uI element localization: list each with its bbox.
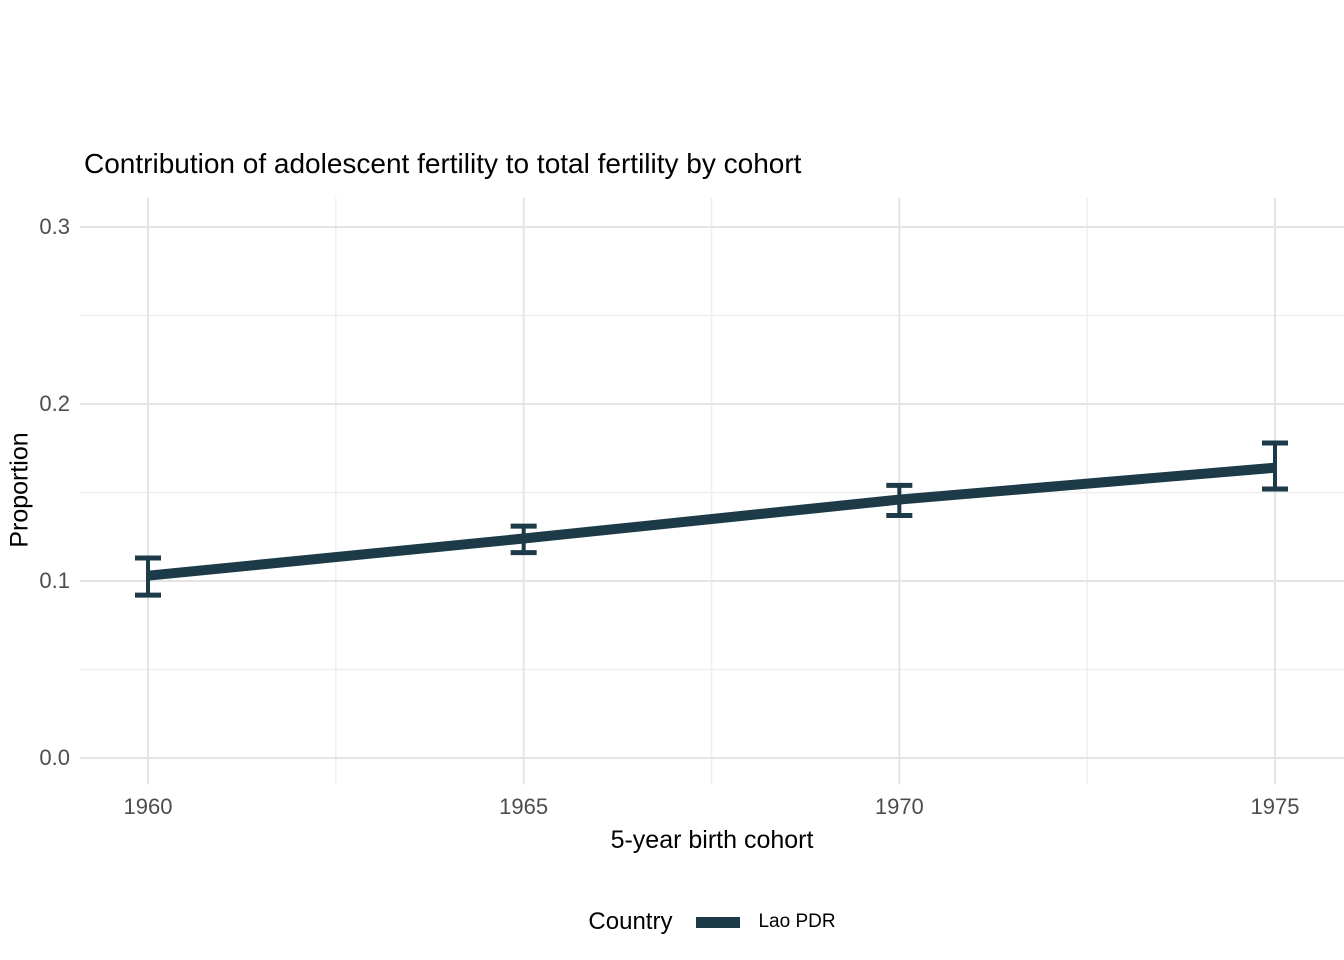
- legend-label: Lao PDR: [758, 911, 836, 932]
- data-line-lao-pdr: [147, 462, 1276, 581]
- x-axis-title: 5-year birth cohort: [610, 826, 814, 854]
- legend-line-swatch: [696, 916, 741, 928]
- y-tick-label: 0.2: [39, 391, 70, 416]
- y-tick-label: 0.3: [39, 214, 70, 239]
- x-tick-label: 1970: [874, 794, 924, 819]
- x-tick-label: 1975: [1250, 794, 1300, 819]
- y-tick-label: 0.0: [39, 745, 70, 770]
- x-tick-label: 1960: [123, 794, 173, 819]
- y-tick-label: 0.1: [39, 568, 70, 593]
- x-tick-label: 1965: [499, 794, 549, 819]
- chart-title: Contribution of adolescent fertility to …: [84, 148, 802, 179]
- legend: Country Lao PDR: [80, 902, 1344, 942]
- legend-title: Country: [588, 908, 673, 935]
- y-axis-title: Proportion: [5, 432, 34, 548]
